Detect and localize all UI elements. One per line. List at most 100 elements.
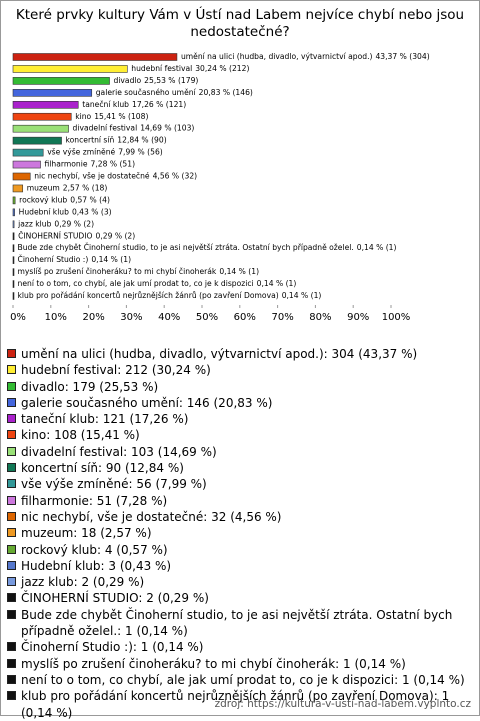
legend-label: divadlo: 179 (25,53 %) bbox=[21, 379, 159, 394]
legend-label: taneční klub: 121 (17,26 %) bbox=[21, 412, 189, 427]
bar-value-label: 0,14 % (1) bbox=[91, 255, 131, 264]
bar-category: rockový klub bbox=[19, 195, 67, 204]
legend-label: kino: 108 (15,41 %) bbox=[21, 428, 140, 443]
legend-label: Hudební klub: 3 (0,43 %) bbox=[21, 558, 172, 573]
bar bbox=[12, 53, 178, 61]
bar-category: hudební festival bbox=[131, 64, 192, 73]
legend-swatch bbox=[7, 544, 16, 554]
x-tick-label: 90% bbox=[347, 312, 369, 323]
bar-value-label: 0,14 % (1) bbox=[257, 279, 297, 288]
source: zdroj: https://kultura-v-usti-nad-labem.… bbox=[214, 698, 471, 710]
bar-label: divadlo 25,53 % (179) bbox=[114, 76, 199, 85]
bar-label: Bude zde chybět Činoherní studio, to je … bbox=[18, 243, 397, 252]
bar-category: jazz klub bbox=[17, 219, 51, 228]
legend-swatch bbox=[7, 446, 16, 456]
legend-swatch bbox=[7, 397, 16, 407]
legend-item: Hudební klub: 3 (0,43 %) bbox=[7, 558, 473, 574]
legend-item: myslíš po zrušení činoheráku? to mi chyb… bbox=[7, 656, 473, 672]
legend-label: vše výše zmíněné: 56 (7,99 %) bbox=[21, 477, 207, 492]
legend-label: galerie současného umění: 146 (20,83 %) bbox=[21, 395, 273, 410]
legend: umění na ulici (hudba, divadlo, výtvarni… bbox=[7, 346, 473, 721]
legend-item: nic nechybí, vše je dostatečné: 32 (4,56… bbox=[7, 509, 473, 525]
legend-swatch bbox=[7, 365, 16, 375]
legend-swatch bbox=[7, 609, 16, 619]
bar-category: koncertní síň bbox=[66, 136, 115, 145]
legend-swatch bbox=[7, 642, 16, 652]
legend-swatch bbox=[7, 495, 16, 505]
bar-category: kino bbox=[75, 112, 91, 121]
bar-value-label: 15,41 % (108) bbox=[94, 112, 148, 121]
bar-label: filharmonie 7,28 % (51) bbox=[45, 160, 136, 169]
legend-item: Činoherní Studio :): 1 (0,14 %) bbox=[7, 639, 473, 655]
bar-label: ČINOHERNÍ STUDIO 0,29 % (2) bbox=[18, 231, 135, 240]
legend-swatch bbox=[7, 658, 16, 668]
x-tick-label: 80% bbox=[309, 312, 331, 323]
legend-swatch bbox=[7, 674, 16, 684]
legend-label: muzeum: 18 (2,57 %) bbox=[21, 526, 152, 541]
x-tick-label: 0% bbox=[10, 312, 26, 323]
bar-label: koncertní síň 12,84 % (90) bbox=[66, 136, 167, 145]
bar-label: jazz klub 0,29 % (2) bbox=[17, 219, 94, 228]
bar-label: taneční klub 17,26 % (121) bbox=[82, 100, 186, 109]
legend-label: myslíš po zrušení činoheráku? to mi chyb… bbox=[21, 656, 406, 671]
chart: 0% 10% 20% 30% 40% 50% 60% 70% 80% 90% 100% umění n… bbox=[10, 52, 430, 323]
bar bbox=[12, 220, 15, 229]
bar bbox=[12, 196, 16, 205]
chart-title: Které prvky kultury Vám v Ústí nad Labem… bbox=[15, 7, 465, 40]
legend-label: umění na ulici (hudba, divadlo, výtvarni… bbox=[21, 347, 418, 361]
legend-swatch bbox=[7, 593, 16, 603]
bar-value-label: 0,29 % (2) bbox=[54, 219, 94, 228]
legend-item: jazz klub: 2 (0,29 %) bbox=[7, 574, 473, 590]
bar-category: vše výše zmíněné bbox=[47, 148, 115, 157]
legend-swatch bbox=[7, 511, 16, 521]
bar-category: Činoherní Studio :) bbox=[18, 255, 89, 264]
legend-swatch bbox=[7, 528, 16, 538]
legend-swatch bbox=[7, 463, 16, 473]
legend-item: Bude zde chybět Činoherní studio, to je … bbox=[7, 607, 473, 640]
legend-label: nic nechybí, vše je dostatečné: 32 (4,56… bbox=[21, 509, 282, 524]
legend-item: muzeum: 18 (2,57 %) bbox=[7, 525, 473, 541]
bar-value-label: 43,37 % (304) bbox=[375, 52, 429, 61]
legend-swatch bbox=[7, 479, 16, 489]
bar bbox=[12, 256, 15, 264]
bar-value-label: 0,29 % (2) bbox=[96, 231, 136, 240]
legend-label: Bude zde chybět Činoherní studio, to je … bbox=[21, 607, 453, 639]
bar-label: Činoherní Studio :) 0,14 % (1) bbox=[18, 255, 132, 264]
bar bbox=[12, 89, 93, 97]
bar-label: hudební festival 30,24 % (212) bbox=[131, 64, 249, 73]
legend-label: není to o tom, co chybí, ale jak umí pro… bbox=[21, 672, 465, 687]
bar-value-label: 7,28 % (51) bbox=[91, 160, 136, 169]
bar-category: klub pro pořádání koncertů nejrůznějších… bbox=[18, 291, 279, 300]
bar-value-label: 2,57 % (18) bbox=[63, 183, 108, 192]
bar-value-label: 20,83 % (146) bbox=[199, 88, 253, 97]
bar-label: Hudební klub 0,43 % (3) bbox=[19, 207, 112, 216]
bar-label: myslíš po zrušení činoheráku? to mi chyb… bbox=[18, 267, 260, 276]
bar-label: kino 15,41 % (108) bbox=[75, 112, 148, 121]
bar bbox=[12, 124, 69, 133]
x-tick-label: 10% bbox=[45, 312, 67, 323]
bar-category: myslíš po zrušení činoheráku? to mi chyb… bbox=[18, 267, 217, 276]
legend-label: hudební festival: 212 (30,24 %) bbox=[21, 363, 211, 378]
bar bbox=[12, 136, 62, 145]
legend-item: není to o tom, co chybí, ale jak umí pro… bbox=[7, 672, 473, 688]
legend-item: filharmonie: 51 (7,28 %) bbox=[7, 493, 473, 509]
bar-category: galerie současného umění bbox=[96, 88, 197, 97]
bar bbox=[12, 65, 128, 73]
bar-value-label: 25,53 % (179) bbox=[144, 76, 198, 85]
legend-swatch bbox=[7, 691, 16, 701]
bar-value-label: 17,26 % (121) bbox=[132, 100, 186, 109]
bar-category: ČINOHERNÍ STUDIO bbox=[18, 231, 92, 240]
bar-value-label: 12,84 % (90) bbox=[117, 136, 166, 145]
bar bbox=[12, 292, 15, 300]
legend-label: ČINOHERNÍ STUDIO: 2 (0,29 %) bbox=[21, 591, 209, 606]
legend-swatch bbox=[7, 430, 16, 440]
bar-category: Bude zde chybět Činoherní studio, to je … bbox=[18, 243, 354, 252]
legend-label: Činoherní Studio :): 1 (0,14 %) bbox=[21, 640, 204, 655]
x-tick-label: 50% bbox=[196, 312, 218, 323]
bar-label: nic nechybí, vše je dostatečné 4,56 % (32… bbox=[34, 172, 197, 181]
legend-item: divadlo: 179 (25,53 %) bbox=[7, 379, 473, 395]
legend-swatch bbox=[7, 577, 16, 587]
bar bbox=[12, 268, 15, 276]
bar bbox=[12, 184, 24, 193]
bar-value-label: 0,14 % (1) bbox=[282, 291, 322, 300]
